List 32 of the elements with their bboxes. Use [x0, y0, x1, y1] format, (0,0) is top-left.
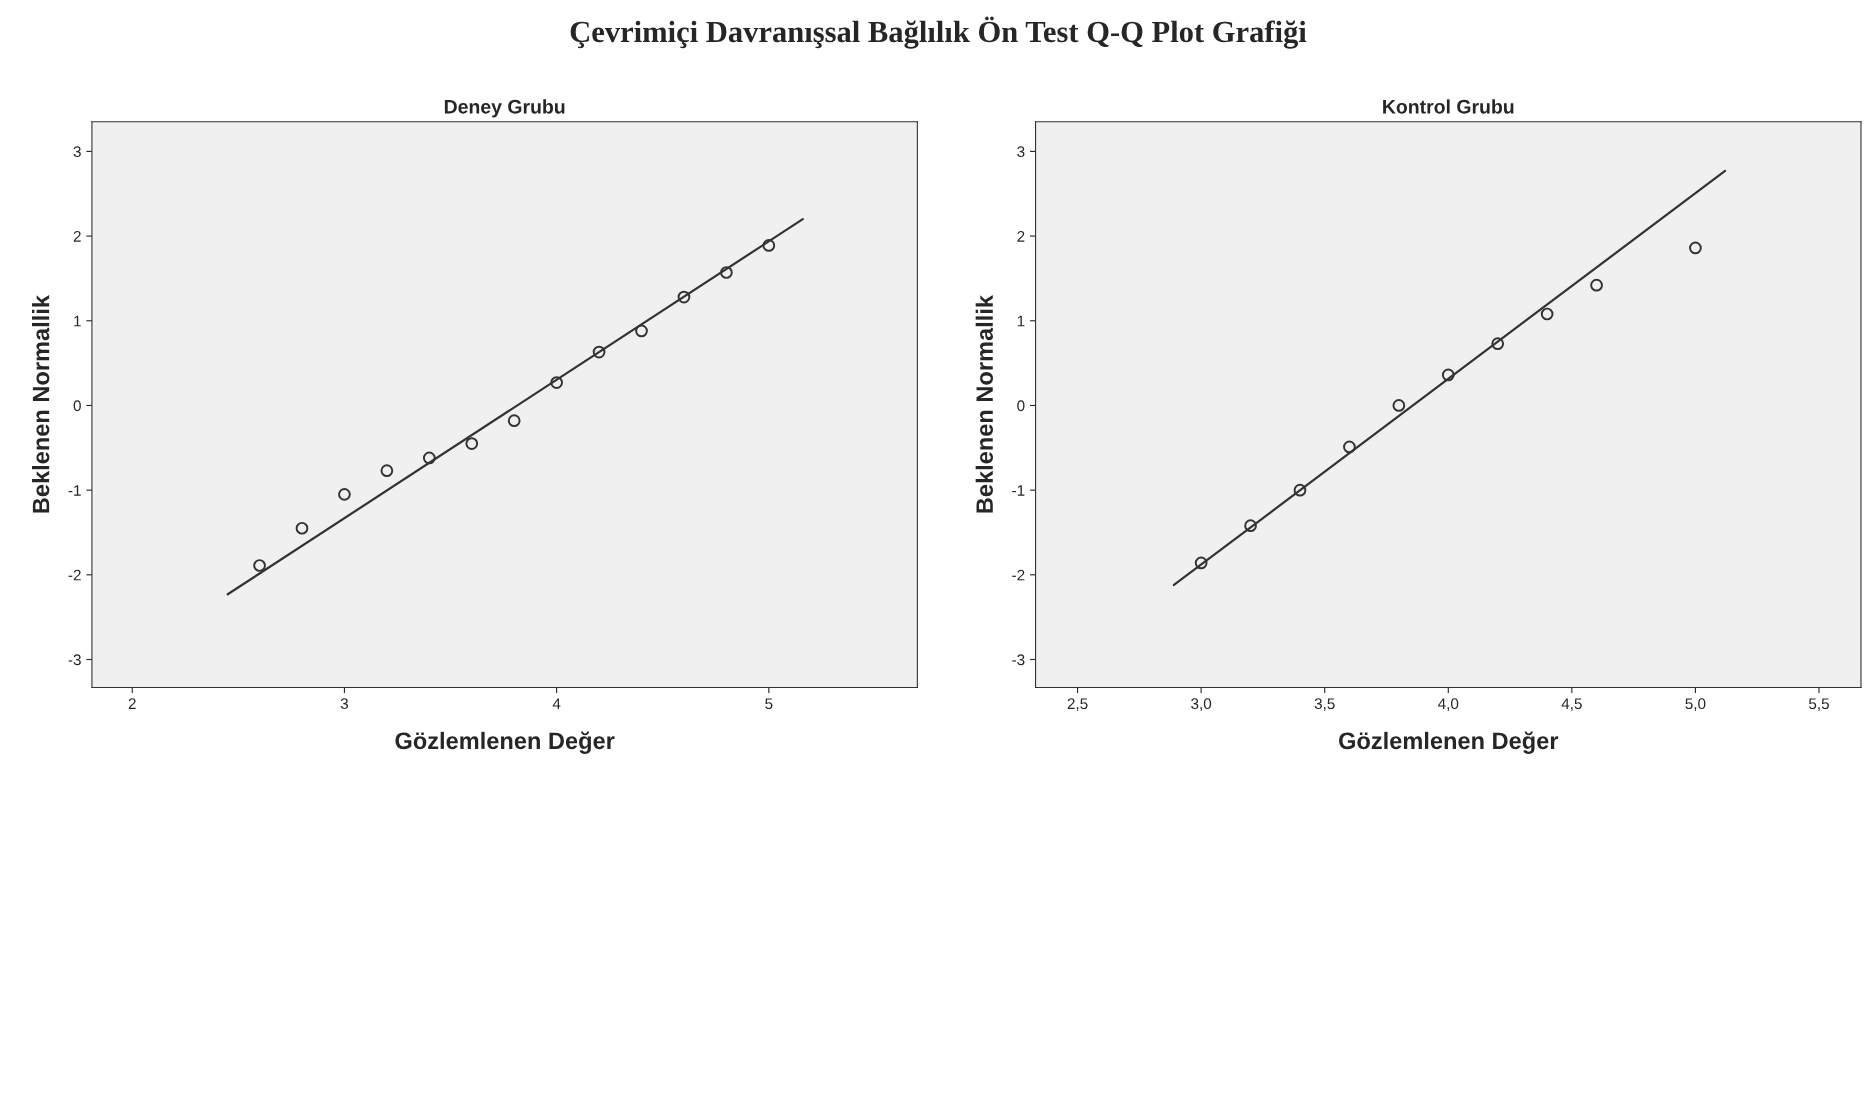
y-tick-label: 1 — [1017, 315, 1025, 327]
x-tick-label: 2,5 — [1067, 698, 1088, 711]
x-tick-label: 3 — [340, 698, 349, 710]
x-tick-label: 4,0 — [1438, 698, 1459, 711]
x-axis-title: Gözlemlenen Değer — [395, 731, 615, 754]
x-tick-label: 5,0 — [1685, 698, 1706, 711]
y-tick-label: 3 — [1017, 146, 1025, 158]
x-axis-title: Gözlemlenen Değer — [1339, 731, 1559, 754]
y-tick-label: -3 — [68, 654, 81, 666]
chart-title: Deney Grubu — [444, 99, 565, 118]
y-tick-label: -1 — [1012, 485, 1025, 496]
y-axis-title: Beklenen Normallik — [32, 295, 50, 513]
chart-title: Kontrol Grubu — [1383, 99, 1514, 114]
text: Çevrimiçi Davranışsal Bağlılık Ön Test Q-Q Plot Grafiği — [570, 16, 1307, 49]
y-tick-label: -1 — [68, 485, 81, 496]
y-tick-label: 0 — [73, 400, 81, 412]
x-tick-label: 5,5 — [1808, 698, 1829, 711]
x-tick-label: 3,5 — [1314, 698, 1335, 711]
x-tick-label: 2 — [128, 698, 136, 709]
y-axis-title: Beklenen Normallik — [975, 295, 993, 513]
y-tick-label: 2 — [1017, 230, 1025, 242]
y-tick-label: -2 — [68, 569, 81, 581]
y-tick-label: -2 — [1012, 569, 1025, 581]
x-tick-label: 4 — [552, 698, 561, 709]
x-tick-label: 5 — [765, 698, 773, 710]
y-tick-label: 2 — [73, 230, 81, 242]
y-tick-label: 1 — [74, 315, 81, 327]
y-tick-label: 3 — [73, 146, 81, 158]
y-tick-label: 0 — [1017, 400, 1025, 412]
y-tick-label: -3 — [1012, 654, 1025, 666]
x-tick-label: 4,5 — [1561, 698, 1582, 711]
x-tick-label: 3,0 — [1191, 698, 1212, 711]
